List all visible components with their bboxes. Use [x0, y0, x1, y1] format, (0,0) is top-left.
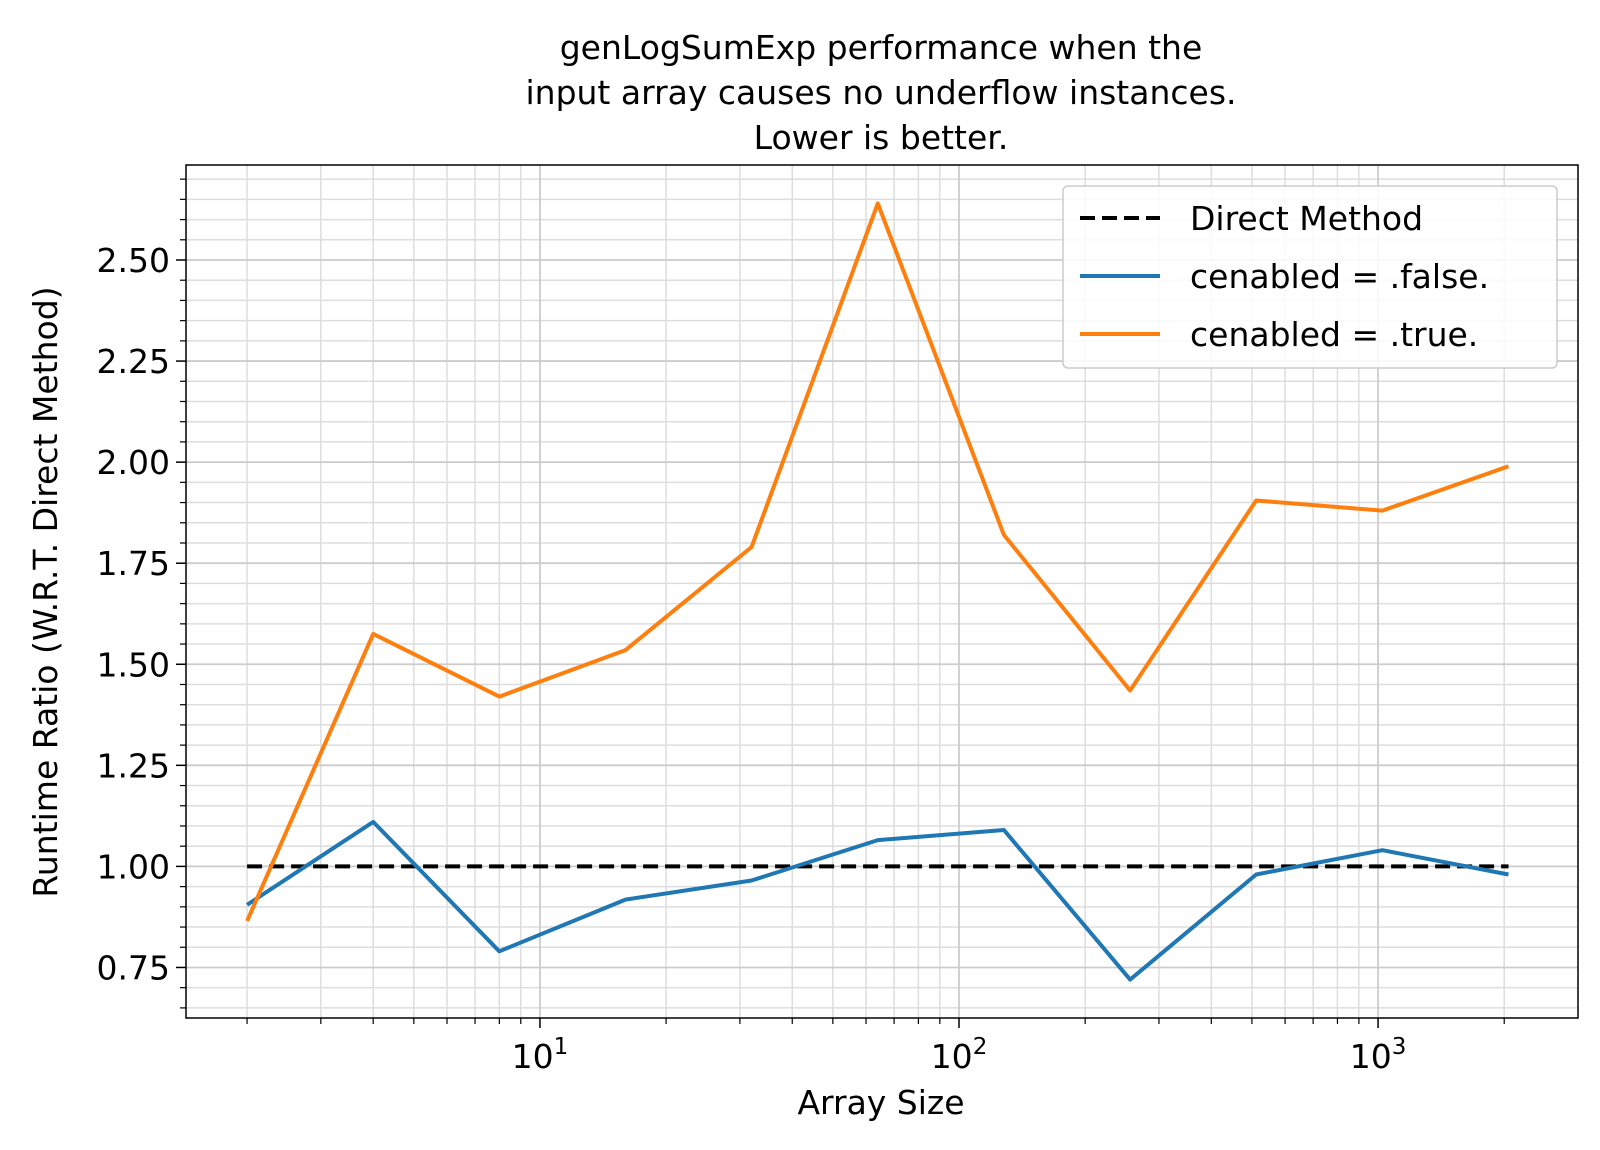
y-tick-label: 2.25: [97, 342, 170, 381]
ticks-layer: 101 102 103 0.75 1.00 1.25 1.50 1.75 2.00 2.25 2.5…: [97, 178, 1505, 1076]
y-tick-label: 1.25: [97, 746, 170, 785]
y-tick-label: 2.50: [97, 241, 170, 280]
y-tick-label: 1.75: [97, 544, 170, 583]
plot-frame: [185, 164, 1579, 1019]
chart-title-line-1: genLogSumExp performance when the: [560, 28, 1203, 67]
grid-minor: [186, 165, 1578, 1018]
legend-label-direct-method: Direct Method: [1190, 199, 1423, 238]
series-line-cenabled-true: [245, 201, 1510, 922]
y-tick-label: 1.50: [97, 645, 170, 684]
legend: Direct Method cenabled = .false. cenable…: [1062, 185, 1558, 369]
chart-title-line-2: input array causes no underflow instance…: [525, 73, 1236, 112]
x-tick-label: 102: [931, 1034, 988, 1076]
y-tick-label: 2.00: [97, 443, 170, 482]
chart-title-line-3: Lower is better.: [754, 118, 1009, 157]
series-line-cenabled-false: [246, 819, 1509, 982]
series-layer: [245, 201, 1510, 982]
legend-label-cenabled-true: cenabled = .true.: [1190, 315, 1478, 354]
y-axis-label: Runtime Ratio (W.R.T. Direct Method): [26, 286, 65, 897]
x-tick-label: 103: [1350, 1034, 1407, 1076]
y-tick-label: 0.75: [97, 948, 170, 987]
legend-box: [1062, 185, 1558, 369]
y-tick-label: 1.00: [97, 847, 170, 886]
x-tick-label: 101: [512, 1034, 569, 1076]
x-axis-label: Array Size: [797, 1083, 964, 1122]
legend-label-cenabled-false: cenabled = .false.: [1190, 257, 1489, 296]
